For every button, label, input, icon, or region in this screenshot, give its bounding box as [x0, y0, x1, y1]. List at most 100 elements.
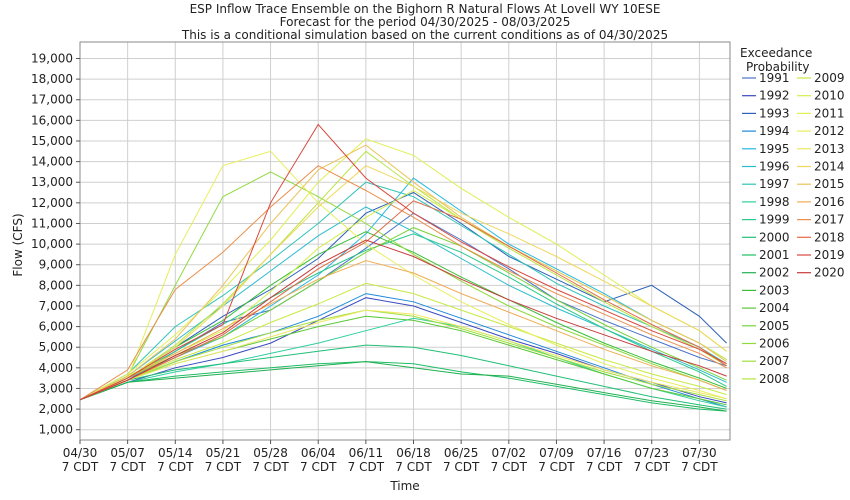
y-tick-label: 17,000 — [31, 93, 73, 107]
legend-label-2015: 2015 — [814, 177, 845, 191]
legend-label-2012: 2012 — [814, 124, 845, 138]
series-line-2012 — [79, 150, 727, 401]
chart-subtitle-conditions: This is a conditional simulation based o… — [181, 28, 668, 42]
x-tick-date: 07/30 — [682, 446, 717, 460]
legend-label-2002: 2002 — [759, 266, 790, 280]
legend-label-1999: 1999 — [759, 213, 790, 227]
legend-label-2010: 2010 — [814, 89, 845, 103]
legend-title-exceedance: Exceedance — [740, 46, 812, 60]
series-line-2000 — [79, 344, 727, 410]
series-line-1995 — [79, 177, 727, 401]
legend-label-1997: 1997 — [759, 177, 790, 191]
x-tick-date: 05/21 — [206, 446, 241, 460]
x-tick-time: 7 CDT — [634, 460, 671, 474]
x-tick-date: 07/02 — [491, 446, 526, 460]
series-line-2018 — [79, 200, 727, 401]
y-tick-label: 11,000 — [31, 216, 73, 230]
y-tick-label: 3,000 — [39, 381, 73, 395]
x-tick-date: 07/23 — [634, 446, 669, 460]
y-tick-label: 12,000 — [31, 196, 73, 210]
series-line-2017 — [79, 165, 727, 401]
y-tick-label: 14,000 — [31, 155, 73, 169]
y-tick-label: 2,000 — [39, 402, 73, 416]
legend-label-1992: 1992 — [759, 89, 790, 103]
legend-label-2001: 2001 — [759, 248, 790, 262]
x-tick-date: 04/30 — [63, 446, 98, 460]
legend-label-2017: 2017 — [814, 213, 845, 227]
y-tick-label: 4,000 — [39, 361, 73, 375]
legend-label-2018: 2018 — [814, 230, 845, 244]
y-tick-label: 10,000 — [31, 237, 73, 251]
x-tick-date: 05/07 — [110, 446, 145, 460]
legend-label-1991: 1991 — [759, 71, 790, 85]
legend-label-2019: 2019 — [814, 248, 845, 262]
y-tick-label: 5,000 — [39, 340, 73, 354]
y-tick-label: 19,000 — [31, 51, 73, 65]
series-line-2020 — [79, 239, 727, 401]
y-tick-label: 18,000 — [31, 72, 73, 86]
y-axis-ticks: 1,000 2,000 3,000 4,000 5,000 6,000 7,000 8,000… — [31, 51, 80, 437]
y-tick-label: 7,000 — [39, 299, 73, 313]
legend-label-1994: 1994 — [759, 124, 790, 138]
x-tick-time: 7 CDT — [205, 460, 242, 474]
series-line-2015 — [79, 144, 727, 401]
legend-label-2011: 2011 — [814, 106, 845, 120]
legend-label-2016: 2016 — [814, 195, 845, 209]
x-tick-date: 05/28 — [253, 446, 288, 460]
x-axis-label: Time — [389, 479, 419, 493]
series-line-1999 — [79, 233, 727, 401]
x-tick-date: 06/18 — [396, 446, 431, 460]
legend-label-1996: 1996 — [759, 160, 790, 174]
series-line-2016 — [79, 260, 727, 401]
x-tick-time: 7 CDT — [157, 460, 194, 474]
x-tick-date: 06/25 — [444, 446, 479, 460]
series-line-2006 — [79, 171, 727, 401]
y-tick-label: 6,000 — [39, 320, 73, 334]
x-tick-date: 05/14 — [158, 446, 193, 460]
chart-title: ESP Inflow Trace Ensemble on the Bighorn… — [190, 2, 661, 16]
y-tick-label: 15,000 — [31, 134, 73, 148]
series-line-2007 — [79, 309, 727, 402]
legend-label-1993: 1993 — [759, 106, 790, 120]
x-tick-date: 06/04 — [301, 446, 336, 460]
plot-frame — [79, 41, 731, 441]
y-tick-label: 1,000 — [39, 423, 73, 437]
x-tick-time: 7 CDT — [300, 460, 337, 474]
x-tick-date: 07/09 — [539, 446, 574, 460]
legend-label-2000: 2000 — [759, 230, 790, 244]
legend-label-1998: 1998 — [759, 195, 790, 209]
legend-label-2013: 2013 — [814, 142, 845, 156]
series-line-2003 — [79, 231, 727, 401]
series-line-1996 — [79, 206, 727, 401]
x-tick-time: 7 CDT — [252, 460, 289, 474]
x-tick-time: 7 CDT — [681, 460, 718, 474]
series-line-2013 — [79, 309, 727, 401]
chart-subtitle-period: Forecast for the period 04/30/2025 - 08/… — [280, 15, 571, 29]
series-line-2014 — [79, 165, 727, 401]
legend-label-2014: 2014 — [814, 160, 845, 174]
x-tick-time: 7 CDT — [395, 460, 432, 474]
y-tick-label: 16,000 — [31, 113, 73, 127]
legend-label-2007: 2007 — [759, 354, 790, 368]
x-tick-time: 7 CDT — [538, 460, 575, 474]
x-tick-time: 7 CDT — [109, 460, 146, 474]
x-tick-time: 7 CDT — [586, 460, 623, 474]
series-line-2001 — [79, 361, 727, 412]
legend-label-1995: 1995 — [759, 142, 790, 156]
legend-label-2004: 2004 — [759, 301, 790, 315]
legend-title-probability: Probability — [746, 60, 809, 74]
series-line-2005 — [79, 227, 727, 401]
y-tick-label: 8,000 — [39, 278, 73, 292]
legend: 1991 1992 1993 1994 1995 1996 1997 1998 1999 2000… — [742, 71, 845, 386]
series-line-2019 — [79, 123, 727, 401]
series-line-1994 — [79, 293, 727, 408]
x-tick-time: 7 CDT — [491, 460, 528, 474]
x-tick-time: 7 CDT — [62, 460, 99, 474]
series-line-2009 — [79, 282, 727, 401]
legend-label-2009: 2009 — [814, 71, 845, 85]
y-tick-label: 9,000 — [39, 258, 73, 272]
legend-label-2005: 2005 — [759, 319, 790, 333]
series-line-2011 — [79, 138, 727, 401]
